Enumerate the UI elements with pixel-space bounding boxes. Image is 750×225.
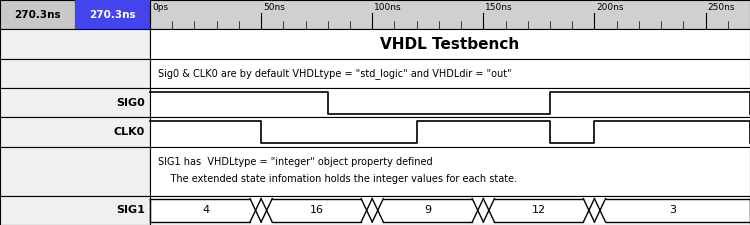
Text: 150ns: 150ns [485,3,513,12]
Bar [150,29,750,59]
Text: The extended state infomation holds the integer values for each state.: The extended state infomation holds the … [158,173,518,184]
Bar [150,0,750,29]
Bar [150,117,750,147]
Text: 100ns: 100ns [374,3,402,12]
Bar [150,59,750,88]
Text: Sig0 & CLK0 are by default VHDLtype = "std_logic" and VHDLdir = "out": Sig0 & CLK0 are by default VHDLtype = "s… [158,68,512,79]
Text: 50ns: 50ns [263,3,285,12]
Text: 200ns: 200ns [596,3,624,12]
Bar [0,0,75,29]
Text: SIG1: SIG1 [116,205,145,215]
Text: SIG0: SIG0 [116,98,145,108]
Text: 3: 3 [669,205,676,215]
Text: 16: 16 [310,205,324,215]
Bar [0,147,150,196]
Bar [150,196,750,225]
Text: 270.3ns: 270.3ns [14,10,61,20]
Text: 12: 12 [532,205,546,215]
Text: 9: 9 [424,205,431,215]
Text: 0ps: 0ps [152,3,168,12]
Bar [150,147,750,196]
Bar [0,117,150,147]
Bar [0,196,150,225]
Text: 250ns: 250ns [707,3,735,12]
Bar [0,88,150,117]
Text: SIG1 has  VHDLtype = "integer" object property defined: SIG1 has VHDLtype = "integer" object pro… [158,158,433,167]
Bar [150,88,750,117]
Text: 270.3ns: 270.3ns [89,10,136,20]
Text: CLK0: CLK0 [114,127,145,137]
Bar [0,29,150,59]
Text: VHDL Testbench: VHDL Testbench [380,36,520,52]
Bar [75,0,150,29]
Text: 4: 4 [202,205,209,215]
Bar [0,59,150,88]
